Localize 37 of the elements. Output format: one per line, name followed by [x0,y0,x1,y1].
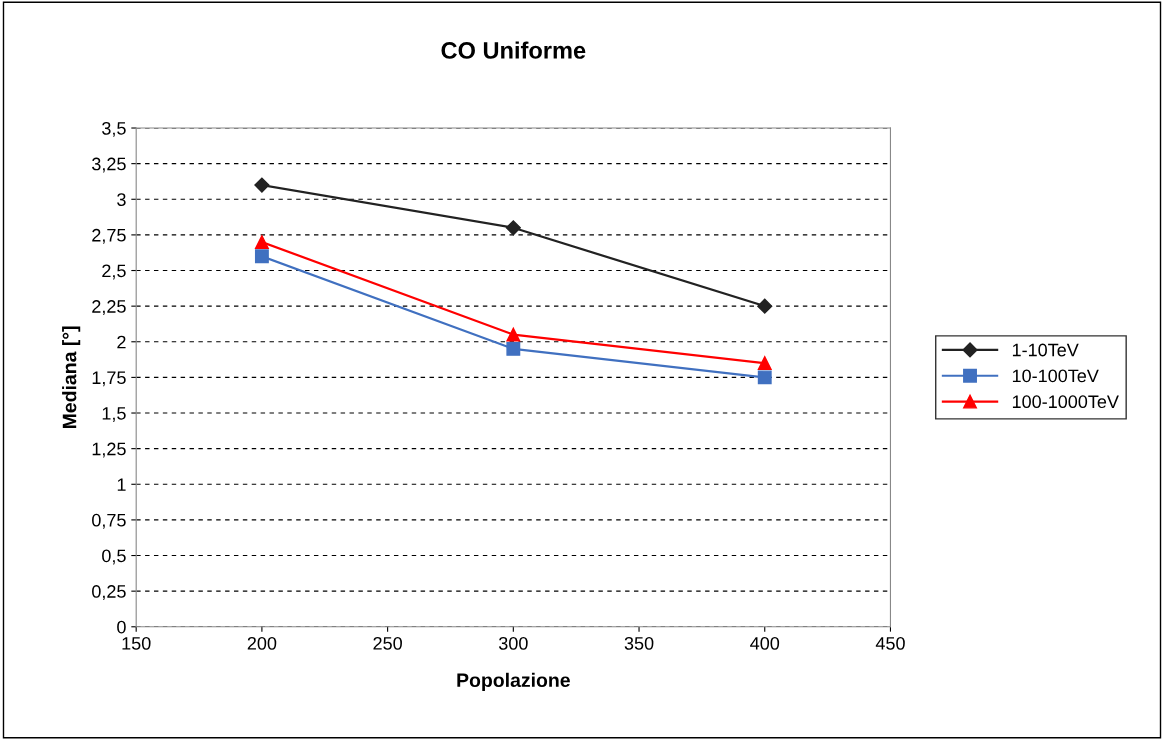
y-tick-label: 3,5 [102,121,126,137]
y-tick-label: 2,25 [92,300,126,315]
y-tick-label: 0,25 [92,585,126,601]
point [506,327,521,342]
x-tick-label: 400 [750,636,780,650]
x-axis-title: Popolazione [457,672,570,691]
y-tick-label: 3,25 [92,157,126,173]
y-tick-label: 0,75 [92,513,126,529]
x-tick-label: 450 [875,636,905,650]
y-tick-label: 0,5 [102,549,126,565]
y-axis-title: Mediana [°] [62,326,81,429]
x-tick-label: 350 [624,636,654,650]
point [254,249,269,264]
y-tick-label: 0 [117,620,126,634]
point [757,370,772,385]
y-tick-label: 2,5 [102,264,126,280]
y-tick-label: 1,25 [92,442,126,458]
y-tick-label: 1,5 [102,407,126,422]
legend-label: 10-100TeV [1012,369,1099,383]
point [254,177,270,193]
chart-title: CO Uniforme [441,41,586,59]
point [254,235,269,249]
x-tick-label: 200 [247,636,277,650]
legend-label: 100-1000TeV [1012,395,1119,409]
point [506,341,521,356]
legend-label: 1-10TeV [1012,343,1079,357]
y-tick-label: 1,75 [92,371,126,387]
y-tick-label: 3 [117,193,126,206]
point [505,220,521,236]
x-tick-label: 150 [122,636,151,650]
y-tick-label: 2,75 [92,228,126,244]
x-tick-label: 250 [373,636,402,650]
y-tick-label: 1 [117,478,126,491]
point [757,356,772,371]
y-tick-label: 2 [117,335,126,349]
x-tick-label: 300 [498,636,528,650]
point [757,298,773,314]
